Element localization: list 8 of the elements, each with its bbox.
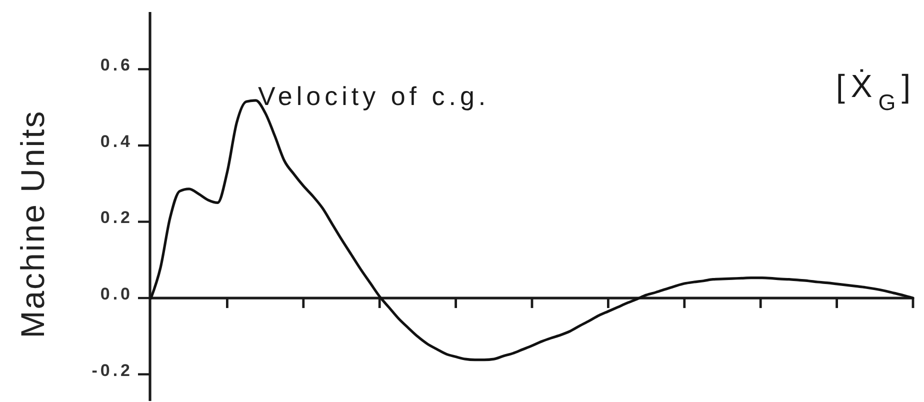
y-tick-label: 0.2 xyxy=(100,208,133,228)
y-tick-label: 0.6 xyxy=(100,56,133,75)
y-axis-title: Machine Units xyxy=(14,110,51,338)
annotation: [Ẋ$_{G}$] xyxy=(836,68,917,114)
text: Velocity of c.g. xyxy=(258,81,490,111)
y-tick-label: 0.0 xyxy=(100,284,133,304)
y-tick-label: 0.4 xyxy=(100,132,133,151)
y-tick-label: -0.2 xyxy=(92,360,133,380)
